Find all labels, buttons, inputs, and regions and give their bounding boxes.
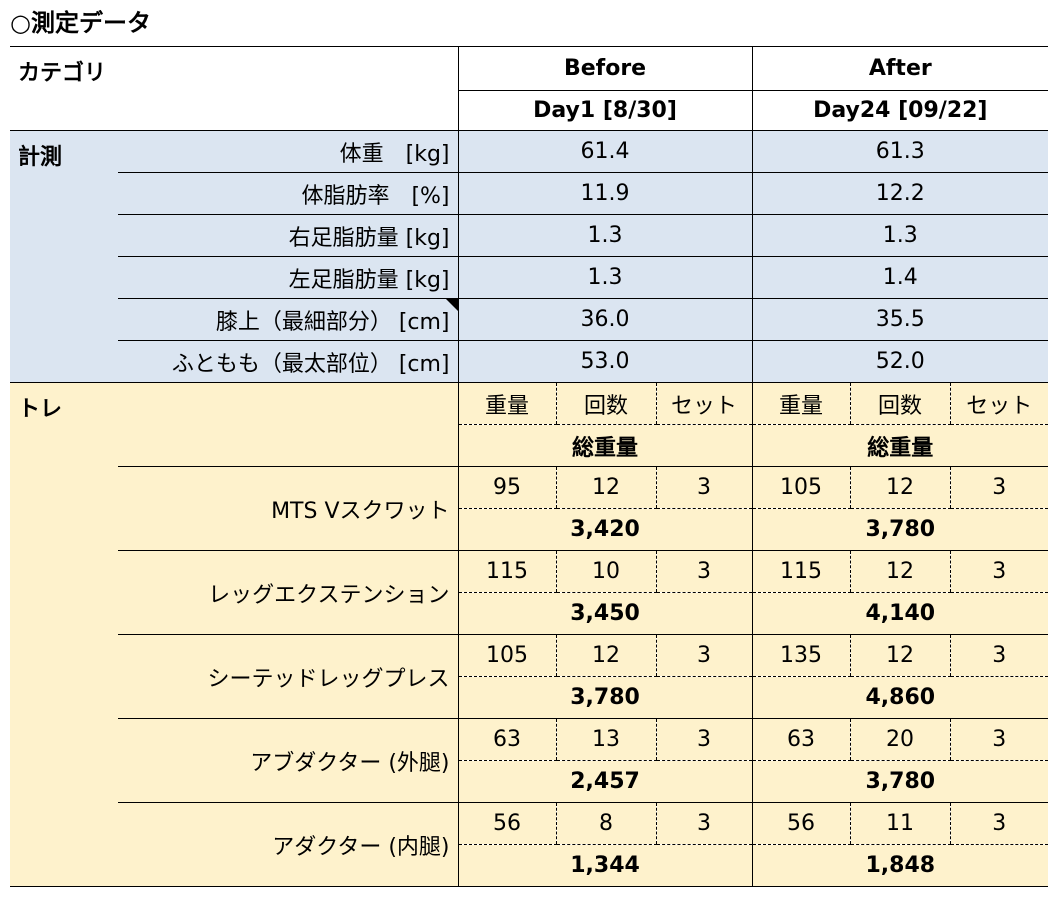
before-header: Before	[457, 46, 753, 91]
after-value: 115	[751, 550, 851, 593]
exercise-name: シーテッドレッグプレス	[118, 634, 459, 719]
after-value: 52.0	[751, 340, 1049, 383]
page-title: ○測定データ	[10, 9, 151, 37]
after-header: After	[751, 46, 1049, 91]
after-total: 3,780	[751, 508, 1049, 551]
table-row: シーテッドレッグプレス 105 12 3 135 12 3	[10, 634, 1049, 719]
row-label: 右足脂肪量 [kg]	[118, 214, 459, 257]
before-value: 8	[555, 802, 657, 845]
before-day: Day1 [8/30]	[457, 90, 753, 131]
before-value: 3	[655, 802, 753, 845]
exercise-name: MTS Vスクワット	[118, 466, 459, 551]
after-total: 4,860	[751, 676, 1049, 719]
exercise-name: アダクター (内腿)	[118, 802, 459, 887]
after-total: 3,780	[751, 760, 1049, 803]
before-total: 2,457	[457, 760, 753, 803]
table-row: レッグエクステンション 115 10 3 115 12 3	[10, 550, 1049, 635]
before-total: 3,450	[457, 592, 753, 635]
before-value: 3	[655, 634, 753, 677]
section-label: トレ	[10, 382, 118, 887]
sub-header: セット	[949, 382, 1049, 425]
after-value: 35.5	[751, 298, 1049, 341]
table-row: 計測 体重 [kg] 61.4 61.3	[10, 130, 1049, 383]
row-label: 体脂肪率 [%]	[118, 172, 459, 215]
before-value: 10	[555, 550, 657, 593]
row-label: ふともも（最太部位） [cm]	[118, 340, 459, 383]
blank	[118, 382, 459, 467]
sub-header: 重量	[457, 382, 557, 425]
after-value: 11	[849, 802, 951, 845]
before-value: 95	[457, 466, 557, 509]
before-value: 105	[457, 634, 557, 677]
before-value: 53.0	[457, 340, 753, 383]
data-table: カテゴリ Before After Day1 [8/30] Day24 [09/22] 計…	[10, 46, 1049, 887]
table-row: Day1 [8/30] Day24 [09/22]	[10, 90, 1049, 131]
table-row: アブダクター (外腿) 63 13 3 63 20 3	[10, 718, 1049, 803]
before-value: 12	[555, 634, 657, 677]
row-label: 膝上（最細部分） [cm]	[118, 298, 459, 341]
after-value: 61.3	[751, 130, 1049, 173]
after-total: 4,140	[751, 592, 1049, 635]
row-label: 左足脂肪量 [kg]	[118, 256, 459, 299]
before-value: 3	[655, 550, 753, 593]
table-row: 右足脂肪量 [kg] 1.3 1.3	[10, 214, 1049, 257]
exercise-name: アブダクター (外腿)	[118, 718, 459, 803]
after-value: 12.2	[751, 172, 1049, 215]
row-label: 体重 [kg]	[118, 130, 459, 173]
before-total: 3,780	[457, 676, 753, 719]
after-value: 63	[751, 718, 851, 761]
after-day: Day24 [09/22]	[751, 90, 1049, 131]
after-value: 1.4	[751, 256, 1049, 299]
before-value: 61.4	[457, 130, 753, 173]
before-value: 1.3	[457, 256, 753, 299]
exercise-name: レッグエクステンション	[118, 550, 459, 635]
before-total: 1,344	[457, 844, 753, 887]
before-value: 12	[555, 466, 657, 509]
before-value: 3	[655, 466, 753, 509]
after-value: 1.3	[751, 214, 1049, 257]
after-value: 105	[751, 466, 851, 509]
before-value: 56	[457, 802, 557, 845]
table-row: カテゴリ Before After	[10, 46, 1049, 131]
after-value: 20	[849, 718, 951, 761]
after-value: 56	[751, 802, 851, 845]
after-value: 3	[949, 718, 1049, 761]
after-value: 3	[949, 802, 1049, 845]
sub-header: 回数	[555, 382, 657, 425]
sub-header: 回数	[849, 382, 951, 425]
before-value: 3	[655, 718, 753, 761]
table-row: トレ 重量 回数 セット 重量 回数 セット	[10, 382, 1049, 887]
after-value: 12	[849, 634, 951, 677]
table-row: MTS Vスクワット 95 12 3 105 12 3	[10, 466, 1049, 551]
after-value: 3	[949, 466, 1049, 509]
sub-header: セット	[655, 382, 753, 425]
after-value: 3	[949, 634, 1049, 677]
after-total: 1,848	[751, 844, 1049, 887]
table-row: ふともも（最太部位） [cm] 53.0 52.0	[10, 340, 1049, 383]
after-value: 12	[849, 550, 951, 593]
before-value: 115	[457, 550, 557, 593]
before-value: 1.3	[457, 214, 753, 257]
table-row: 膝上（最細部分） [cm] 36.0 35.5	[10, 298, 1049, 341]
before-total: 3,420	[457, 508, 753, 551]
section-label: 計測	[10, 130, 118, 383]
table-row: アダクター (内腿) 56 8 3 56 11 3	[10, 802, 1049, 887]
before-value: 13	[555, 718, 657, 761]
before-value: 63	[457, 718, 557, 761]
after-value: 12	[849, 466, 951, 509]
total-label: 総重量	[751, 424, 1049, 467]
before-value: 11.9	[457, 172, 753, 215]
category-header: カテゴリ	[10, 46, 459, 131]
sub-header: 重量	[751, 382, 851, 425]
after-value: 3	[949, 550, 1049, 593]
comment-marker	[445, 299, 458, 311]
before-value: 36.0	[457, 298, 753, 341]
table-row: 左足脂肪量 [kg] 1.3 1.4	[10, 256, 1049, 299]
total-label: 総重量	[457, 424, 753, 467]
table-row: 体脂肪率 [%] 11.9 12.2	[10, 172, 1049, 215]
after-value: 135	[751, 634, 851, 677]
